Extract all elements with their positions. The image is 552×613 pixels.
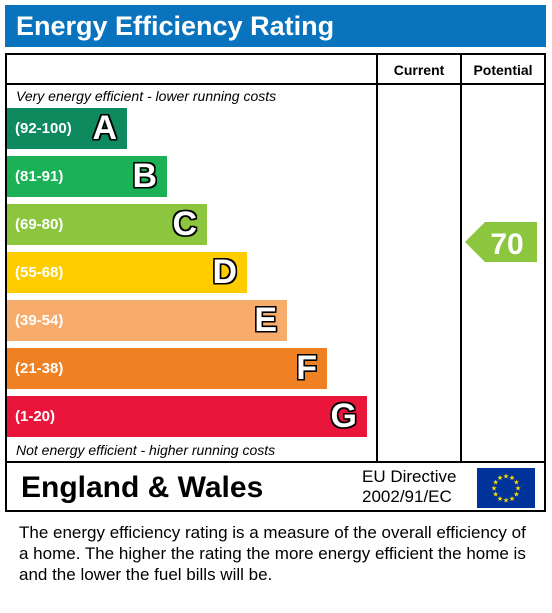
band-range-label: (21-38) — [15, 360, 64, 377]
band-range-label: (39-54) — [15, 312, 64, 329]
rating-band-e: (39-54) E — [7, 300, 287, 341]
rating-table: Current Potential Very energy efficient … — [5, 53, 546, 512]
title-bar: Energy Efficiency Rating — [5, 5, 546, 47]
eu-directive-line2: 2002/91/EC — [362, 487, 452, 506]
eu-star: ★ — [513, 479, 519, 487]
band-letter-label: F — [296, 349, 317, 387]
footer-divider — [7, 461, 544, 463]
rating-band-d: (55-68) D — [7, 252, 247, 293]
potential-column-header: Potential — [473, 62, 533, 78]
potential-rating-value: 70 — [490, 228, 523, 261]
band-letter-label: G — [330, 397, 357, 435]
rating-band-b: (81-91) B — [7, 156, 167, 197]
eu-directive: EU Directive 2002/91/EC — [362, 467, 456, 507]
current-column-header: Current — [393, 62, 445, 78]
caption-bottom: Not energy efficient - higher running co… — [16, 442, 276, 458]
rating-band-a: (92-100) A — [7, 108, 127, 149]
caption-top: Very energy efficient - lower running co… — [16, 88, 277, 104]
rating-band-g: (1-20) G — [7, 396, 367, 437]
current-column-divider — [376, 55, 378, 463]
band-letter-label: D — [212, 253, 237, 291]
eu-star: ★ — [497, 474, 503, 482]
eu-star: ★ — [509, 495, 515, 503]
eu-flag-icon: ★ ★★★★★★★★★★★ — [477, 468, 535, 508]
eu-star: ★ — [491, 485, 497, 493]
band-range-label: (55-68) — [15, 264, 64, 281]
eu-star: ★ — [497, 495, 503, 503]
band-letter-label: A — [92, 109, 117, 147]
band-range-label: (81-91) — [15, 168, 64, 185]
header-divider — [7, 83, 544, 85]
region-label: England & Wales — [21, 471, 264, 504]
band-letter-label: C — [172, 205, 197, 243]
rating-band-c: (69-80) C — [7, 204, 207, 245]
potential-rating-arrow: 70 — [465, 222, 537, 262]
rating-band-f: (21-38) F — [7, 348, 327, 389]
potential-column-divider — [460, 55, 462, 463]
eu-star: ★ — [515, 485, 521, 493]
eu-star: ★ — [509, 474, 515, 482]
band-range-label: (1-20) — [15, 408, 56, 425]
band-range-label: (69-80) — [15, 216, 64, 233]
band-range-label: (92-100) — [15, 120, 72, 137]
page-title: Energy Efficiency Rating — [16, 11, 335, 41]
eu-star: ★ — [513, 491, 519, 499]
band-letter-label: E — [254, 301, 277, 339]
description-text: The energy efficiency rating is a measur… — [19, 523, 526, 584]
eu-star: ★ — [492, 479, 498, 487]
band-letter-label: B — [132, 157, 157, 195]
eu-star: ★ — [503, 473, 509, 481]
eu-star: ★ — [503, 497, 509, 505]
eu-star: ★ — [492, 491, 498, 499]
eu-directive-line1: EU Directive — [362, 467, 457, 486]
